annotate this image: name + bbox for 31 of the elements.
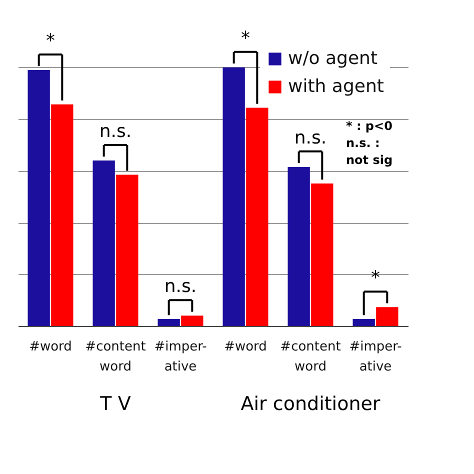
annotation: not sig [346, 153, 393, 167]
bar [246, 108, 268, 326]
annotation: n.s. [294, 127, 327, 148]
x-tick-label: #word [29, 340, 72, 354]
text: T V [99, 393, 131, 415]
annotation: * : p<0 [346, 119, 392, 133]
x-tick-label: #content word [85, 340, 146, 374]
x-tick-label: #word [224, 340, 267, 354]
text: * [241, 28, 250, 49]
x-tick-label: #content word [280, 340, 341, 374]
text: * [46, 30, 55, 52]
bar [311, 184, 334, 326]
annotation: n.s. [99, 120, 132, 142]
bar [116, 174, 138, 326]
bar [352, 319, 375, 326]
bar [28, 70, 50, 326]
legend-label: w/o agent [288, 48, 378, 69]
bar [181, 316, 204, 326]
text: Air conditioner [240, 393, 380, 415]
bar [51, 104, 74, 326]
bar [288, 166, 310, 326]
bar [158, 319, 180, 326]
x-tick-label: #imper- ative [154, 340, 208, 374]
bar [222, 67, 245, 326]
legend-label: with agent [288, 76, 384, 97]
annotation: n.s. : [346, 136, 380, 150]
bar [92, 160, 115, 326]
x-tick-label: #imper- ative [349, 340, 402, 374]
annotation: n.s. [164, 276, 197, 298]
bar [376, 307, 398, 326]
annotation: * [371, 268, 380, 289]
